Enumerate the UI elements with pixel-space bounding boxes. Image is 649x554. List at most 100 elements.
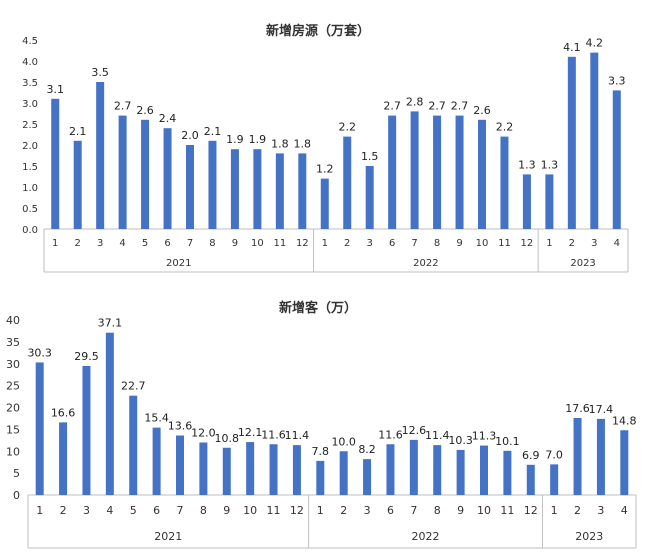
bar (59, 422, 68, 495)
bar (246, 442, 255, 495)
data-label: 2.7 (451, 100, 469, 113)
bar (253, 149, 262, 229)
bar (503, 450, 512, 495)
bar (152, 427, 161, 495)
data-label: 2.7 (383, 100, 401, 113)
bar (222, 447, 231, 495)
bar (456, 449, 465, 495)
data-label: 2.2 (338, 121, 356, 134)
bar (298, 153, 307, 229)
bar (386, 444, 395, 495)
y-tick-label: 10 (6, 445, 20, 458)
bar (230, 149, 239, 229)
data-label: 14.8 (612, 414, 637, 427)
year-group-label: 2022 (413, 258, 438, 269)
x-tick-label: 1 (546, 238, 552, 249)
data-label: 1.9 (249, 133, 267, 146)
x-tick-label: 8 (434, 238, 440, 249)
data-label: 1.3 (518, 158, 536, 171)
x-tick-label: 4 (614, 238, 620, 249)
x-tick-label: 1 (36, 504, 43, 517)
x-tick-label: 10 (476, 238, 489, 249)
bar (292, 445, 301, 495)
data-label: 11.3 (472, 430, 497, 443)
x-tick-label: 5 (130, 504, 137, 517)
bar (343, 136, 352, 229)
bar (596, 418, 605, 495)
x-tick-label: 11 (267, 504, 281, 517)
bar (141, 119, 150, 229)
data-label: 12.0 (191, 427, 216, 440)
data-label: 1.8 (271, 137, 289, 150)
year-group-label: 2021 (154, 530, 182, 543)
data-label: 30.3 (27, 346, 52, 359)
bar (545, 174, 554, 229)
bar (612, 90, 621, 230)
bar (73, 140, 82, 229)
x-tick-label: 2 (569, 238, 575, 249)
data-label: 1.5 (361, 150, 379, 163)
year-group-label: 2022 (412, 530, 440, 543)
data-label: 17.4 (589, 403, 614, 416)
bar (35, 362, 44, 495)
y-tick-label: 30 (6, 358, 20, 371)
x-tick-label: 3 (364, 504, 371, 517)
data-label: 7.8 (312, 445, 330, 458)
data-label: 7.0 (545, 448, 563, 461)
x-tick-label: 1 (52, 238, 58, 249)
data-label: 1.9 (226, 133, 244, 146)
data-label: 37.1 (98, 317, 123, 330)
bar (51, 98, 60, 229)
data-label: 1.8 (294, 137, 312, 150)
data-label: 3.3 (608, 74, 626, 87)
data-label: 6.9 (522, 449, 540, 462)
chart-title: 新增房源（万套） (266, 23, 370, 39)
bar (320, 178, 329, 229)
data-label: 2.7 (114, 100, 132, 113)
data-label: 10.3 (448, 434, 473, 447)
data-label: 10.0 (331, 435, 356, 448)
y-tick-label: 1.5 (22, 162, 38, 173)
y-tick-label: 3.5 (22, 78, 38, 89)
bar (208, 140, 217, 229)
new-listings-chart: 新增房源（万套） 0.0 0.5 1.0 1.5 2.0 2.5 3.0 3.5 4.0 4.5 3… (22, 23, 629, 273)
x-tick-label: 8 (434, 504, 441, 517)
data-label: 2.6 (136, 104, 154, 117)
x-tick-label: 11 (500, 504, 514, 517)
x-tick-label: 4 (621, 504, 628, 517)
data-label: 4.2 (586, 37, 604, 50)
bar (409, 439, 418, 495)
x-tick-label: 10 (251, 238, 264, 249)
x-tick-label: 1 (317, 504, 324, 517)
y-tick-label: 0.0 (22, 225, 38, 236)
data-label: 16.6 (51, 406, 76, 419)
y-tick-label: 20 (6, 402, 20, 415)
data-label: 15.4 (144, 412, 169, 425)
y-tick-label: 40 (6, 314, 20, 327)
bar (388, 115, 397, 229)
bar (590, 52, 599, 229)
x-tick-label: 8 (200, 504, 207, 517)
data-label: 13.6 (168, 420, 193, 433)
bar (316, 460, 325, 495)
x-tick-label: 3 (83, 504, 90, 517)
data-label: 2.7 (428, 100, 446, 113)
y-tick-label: 0.5 (22, 204, 38, 215)
x-tick-label: 12 (524, 504, 538, 517)
x-tick-label: 3 (97, 238, 103, 249)
x-tick-label: 3 (597, 504, 604, 517)
bar (82, 365, 91, 495)
y-tick-label: 4.0 (22, 57, 38, 68)
bar (129, 395, 138, 495)
x-tick-label: 1 (322, 238, 328, 249)
x-tick-label: 3 (591, 238, 597, 249)
x-tick-label: 5 (142, 238, 148, 249)
bar (96, 82, 105, 229)
x-tick-label: 12 (290, 504, 304, 517)
x-tick-label: 7 (410, 504, 417, 517)
bar (118, 115, 127, 229)
bar (186, 145, 194, 229)
x-tick-label: 4 (106, 504, 113, 517)
data-label: 1.3 (541, 158, 559, 171)
x-tick-label: 8 (209, 238, 215, 249)
